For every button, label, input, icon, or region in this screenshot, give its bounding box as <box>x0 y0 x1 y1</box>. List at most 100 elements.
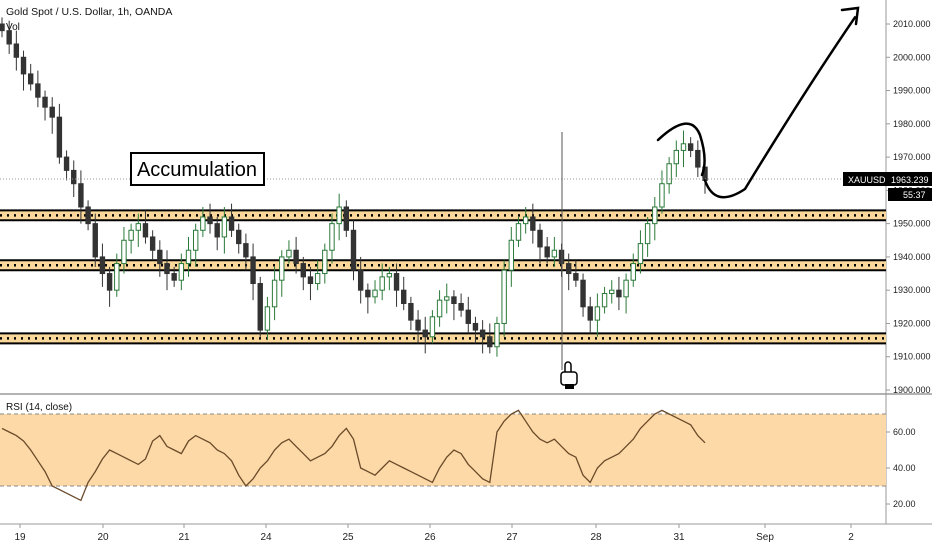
candle-body <box>537 229 543 248</box>
candle-body <box>85 206 91 225</box>
rsi-tick-label: 40.00 <box>893 463 916 473</box>
candle-body <box>652 206 658 225</box>
candle-body <box>157 249 163 265</box>
projection-arrowhead <box>840 6 860 26</box>
price-pane[interactable] <box>0 0 886 393</box>
candle-body <box>243 243 249 258</box>
candle-body <box>609 289 615 295</box>
candle-body <box>164 263 170 275</box>
candle-body <box>13 43 20 58</box>
candle-body <box>630 263 636 281</box>
candle-body <box>429 316 436 338</box>
candle-body <box>436 299 443 318</box>
candle-body <box>372 289 378 298</box>
candle-body <box>228 216 235 231</box>
candle-body <box>580 279 586 308</box>
candle-body <box>508 239 515 271</box>
candle-body <box>322 249 328 275</box>
candle-body <box>78 183 84 208</box>
price-tick-label: 1990.000 <box>893 86 931 96</box>
candle-body <box>307 276 314 285</box>
price-badge <box>843 172 932 186</box>
candle-body <box>365 289 371 298</box>
candle-body <box>192 229 199 251</box>
time-tick-label: 28 <box>590 532 602 543</box>
candle-body <box>171 273 177 281</box>
price-tick-label: 1950.000 <box>893 219 931 229</box>
candle-body <box>336 206 342 225</box>
symbol-title: Gold Spot / U.S. Dollar, 1h, OANDA <box>6 6 172 18</box>
countdown-badge <box>888 188 932 201</box>
candle-body <box>207 216 213 225</box>
candle-body <box>293 249 299 265</box>
candle-body <box>393 273 400 291</box>
candle-body <box>300 263 306 278</box>
candle-body <box>666 163 672 185</box>
candle-body <box>221 216 228 238</box>
candle-body <box>106 273 113 291</box>
time-tick-label: 25 <box>342 532 354 543</box>
accumulation-label: Accumulation <box>137 159 257 181</box>
candle-body <box>264 306 271 331</box>
candle-body <box>20 56 27 75</box>
accumulation-box[interactable] <box>130 152 265 186</box>
candle-body <box>42 96 48 108</box>
candle-body <box>623 279 629 298</box>
candle-body <box>680 143 687 151</box>
candle-body <box>401 289 407 304</box>
candle-body <box>71 169 77 185</box>
candle-body <box>673 149 680 165</box>
candle-body <box>573 273 579 281</box>
candle-body <box>451 296 457 304</box>
candle-body <box>6 30 12 45</box>
time-tick-label: 20 <box>97 532 109 543</box>
candle-body <box>121 239 127 265</box>
price-tick-label: 1900.000 <box>893 385 931 395</box>
candle-body <box>257 283 263 331</box>
candle-body <box>530 216 536 231</box>
time-tick-label: 21 <box>178 532 190 543</box>
candle-body <box>114 263 120 291</box>
candle-body <box>644 223 651 245</box>
candle-body <box>379 276 385 291</box>
candle-body <box>99 256 106 275</box>
candle-body <box>551 249 558 258</box>
candle-body <box>465 309 471 324</box>
candle-body <box>185 249 192 265</box>
time-tick-label: Sep <box>756 532 774 543</box>
curve-annotation[interactable] <box>656 122 706 177</box>
candle-body <box>544 246 550 258</box>
candle-body <box>501 269 507 324</box>
price-tick-label: 1980.000 <box>893 119 931 129</box>
candle-body <box>271 279 278 308</box>
countdown-text: 55:37 <box>903 190 926 200</box>
candle-body <box>343 206 350 231</box>
candle-body <box>92 223 98 258</box>
candle-body <box>250 256 256 285</box>
price-tick-label: 1940.000 <box>893 252 931 262</box>
candle-body <box>422 329 428 338</box>
candle-body <box>594 306 601 321</box>
projection-arrow[interactable] <box>703 16 857 199</box>
candle-body <box>587 306 593 321</box>
candle-body <box>458 302 464 311</box>
price-tick-label: 2010.000 <box>893 19 931 29</box>
candle-body <box>27 73 34 85</box>
price-badge-ticker: XAUUSD <box>848 175 886 185</box>
price-tick-label: 1910.000 <box>893 352 931 362</box>
time-tick-label: 24 <box>260 532 272 543</box>
candle-body <box>200 216 206 231</box>
candle-body <box>444 296 450 301</box>
candle-body <box>659 183 665 208</box>
candle-body <box>49 106 55 118</box>
rsi-label: RSI (14, close) <box>6 402 72 413</box>
rsi-tick-label: 20.00 <box>893 499 916 509</box>
candle-body <box>128 229 134 241</box>
candle-body <box>408 302 414 321</box>
candle-body <box>279 256 285 281</box>
candle-body <box>0 23 5 32</box>
candle-body <box>135 223 141 231</box>
candle-body <box>142 223 149 238</box>
candle-body <box>56 116 63 158</box>
